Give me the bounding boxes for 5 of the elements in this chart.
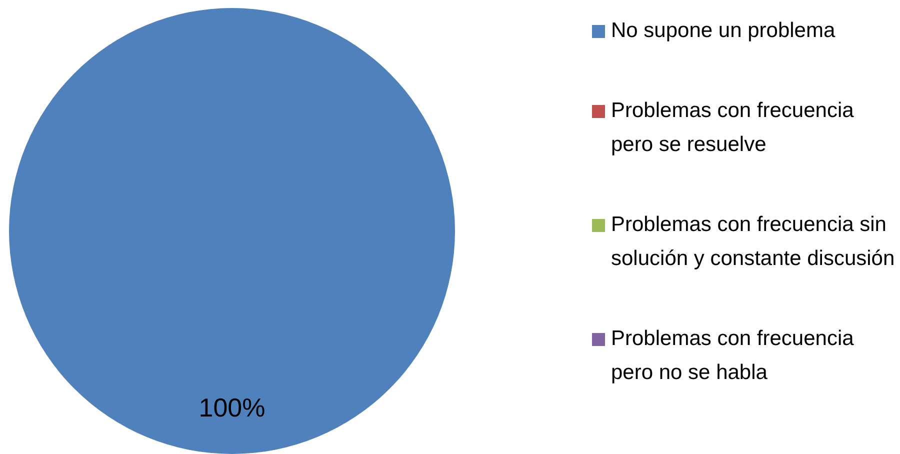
legend-label: No supone un problema — [611, 18, 836, 44]
data-label: 100% — [198, 392, 266, 423]
legend-label: Problemas con frecuencia pero se resuelve — [611, 98, 855, 158]
legend-label: Problemas con frecuencia pero no se habla — [611, 326, 855, 386]
legend-label: Problemas con frecuencia sin solución y constante discusión — [611, 212, 896, 272]
